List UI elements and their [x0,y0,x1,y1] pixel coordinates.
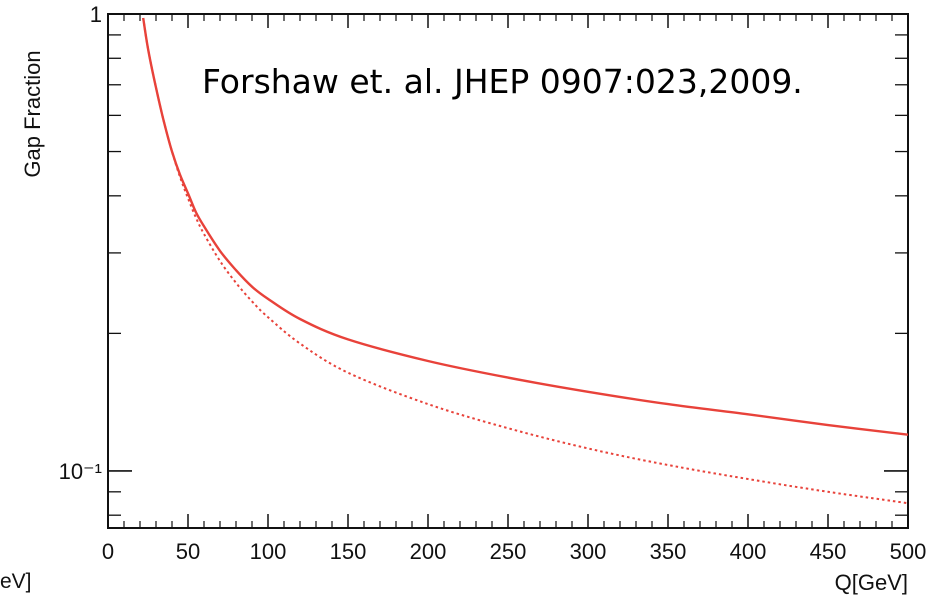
x-tick-label: 200 [410,539,447,564]
cut-off-axis-label: eV] [0,570,32,593]
x-tick-label: 500 [890,539,927,564]
x-tick-label: 300 [570,539,607,564]
y-axis-title: Gap Fraction [20,50,45,177]
y-tick-label: 1 [90,2,102,27]
x-tick-label: 350 [650,539,687,564]
x-tick-label: 250 [490,539,527,564]
series-line-dotted [142,17,909,505]
y-tick-label: 10⁻¹ [59,459,102,484]
series-layer [142,17,909,505]
annotation-citation: Forshaw et. al. JHEP 0907:023,2009. [202,62,803,101]
tick-labels: 0 50 100 150 200 250 300 350 400 450 500 1 10⁻¹ [59,2,927,564]
x-tick-label: 400 [730,539,767,564]
x-tick-label: 0 [102,539,114,564]
axis-ticks [107,13,909,528]
x-tick-label: 450 [810,539,847,564]
x-axis-title: Q[GeV] [835,570,908,595]
x-tick-label: 150 [330,539,367,564]
x-tick-label: 100 [250,539,287,564]
x-tick-label: 50 [176,539,200,564]
